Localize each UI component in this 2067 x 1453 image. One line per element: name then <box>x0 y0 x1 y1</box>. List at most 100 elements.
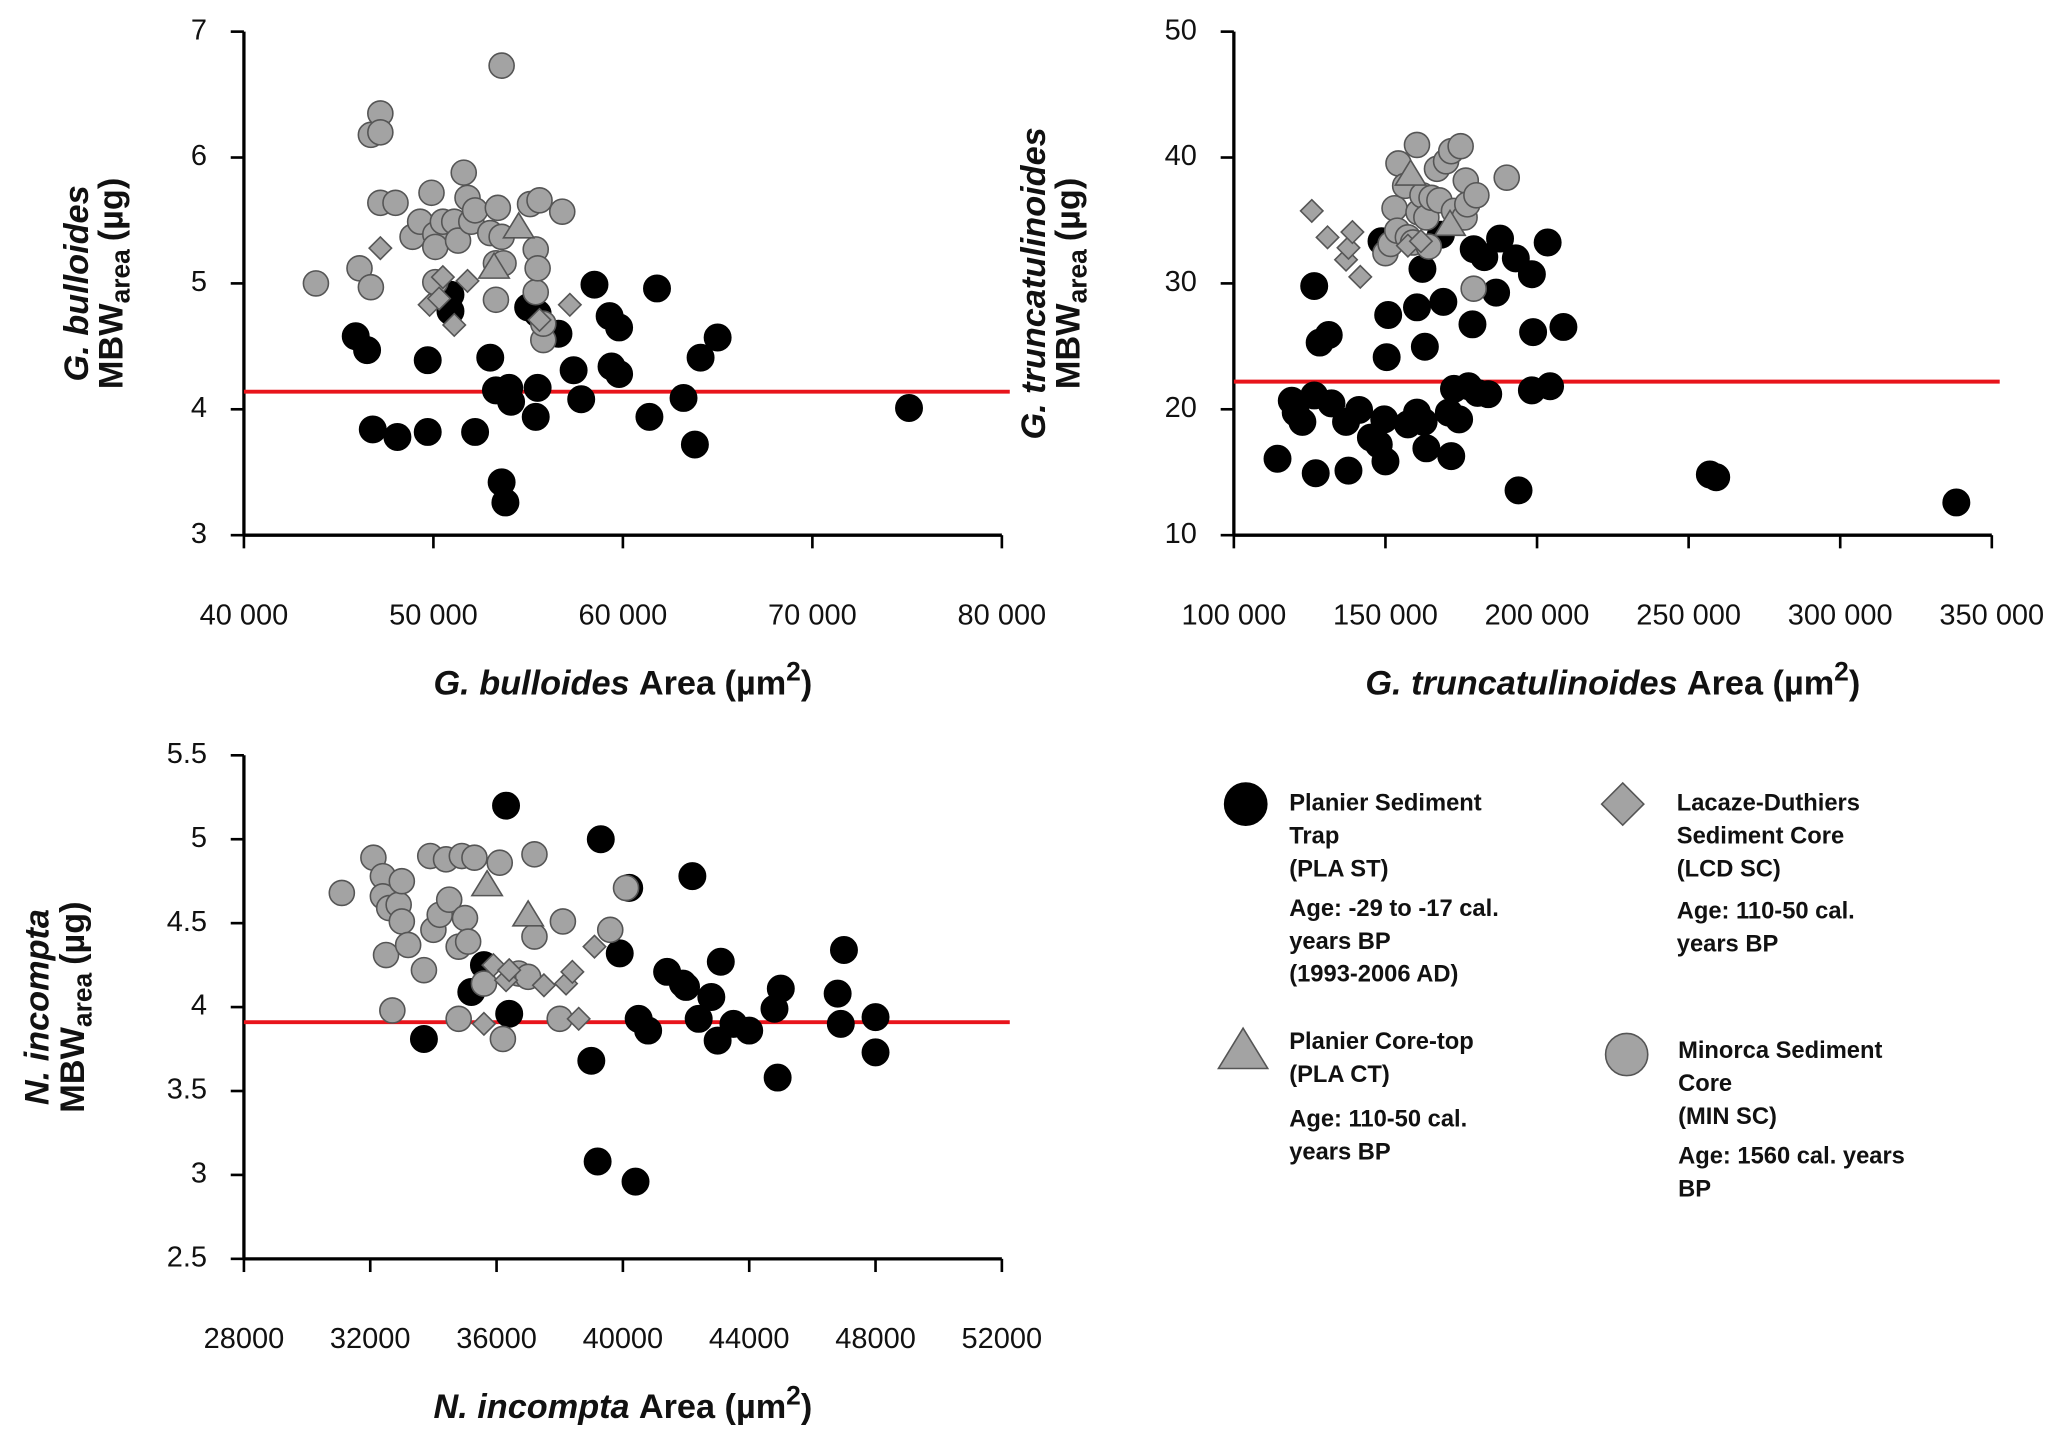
data-point <box>394 931 422 959</box>
chart-panel: 10 20 30 40 50 100 000 150 000 200 000 250 000 30… <box>1015 14 2044 702</box>
y-tick-label: 5 <box>191 822 207 854</box>
x-tick-label: 60 000 <box>579 600 668 632</box>
legend-label: Core <box>1678 1071 1732 1097</box>
data-point <box>548 198 576 225</box>
data-point <box>430 264 456 290</box>
data-point <box>470 869 504 897</box>
y-tick-label: 3.5 <box>167 1074 207 1106</box>
data-point <box>476 343 505 372</box>
data-point <box>367 119 394 146</box>
data-point <box>635 402 664 431</box>
data-point <box>1300 272 1329 301</box>
data-point <box>1371 447 1400 476</box>
x-tick-label: 52000 <box>962 1323 1043 1355</box>
data-point <box>557 292 583 318</box>
legend-label: Trap <box>1289 823 1339 849</box>
y-tick-label: 40 <box>1165 140 1197 172</box>
data-point <box>353 336 382 365</box>
x-title-end: ) <box>1849 664 1860 702</box>
data-point <box>669 383 698 412</box>
data-point <box>560 959 585 985</box>
y-axis-title: MBWarea (µg) <box>92 178 135 389</box>
data-point <box>522 278 550 306</box>
y-tick-label: 30 <box>1165 266 1197 298</box>
data-point <box>461 417 490 446</box>
data-point <box>388 908 416 935</box>
data-point <box>861 1003 890 1032</box>
data-point <box>605 939 634 968</box>
data-point <box>451 904 479 932</box>
data-point <box>1370 405 1399 434</box>
y-axis-title: MBWarea (µg) <box>54 901 97 1112</box>
y-title-sub: area <box>1063 249 1093 304</box>
x-tick-label: 80 000 <box>958 600 1047 632</box>
legend-label: (PLA ST) <box>1289 856 1388 882</box>
data-point <box>1517 260 1546 289</box>
data-point <box>491 488 520 517</box>
legend-age: BP <box>1678 1177 1711 1203</box>
y-tick-label: 50 <box>1165 14 1197 46</box>
data-point <box>895 394 923 423</box>
data-point <box>502 211 536 239</box>
data-point <box>470 970 498 997</box>
x-title-species: G. bulloides <box>434 664 630 702</box>
data-point <box>1381 194 1408 222</box>
y-title-main: MBW <box>1049 303 1087 389</box>
x-axis-title: N. incompta Area (µm2) <box>434 1380 813 1426</box>
data-point <box>1340 219 1365 245</box>
data-point <box>413 417 442 446</box>
legend-age: Age: 110-50 cal. <box>1677 898 1855 924</box>
data-point <box>328 879 356 907</box>
data-point <box>496 957 522 983</box>
data-point <box>1437 442 1466 471</box>
data-point <box>605 360 634 389</box>
y-tick-label: 4 <box>191 990 207 1022</box>
x-title-sup: 2 <box>786 1380 801 1410</box>
data-point <box>388 867 416 895</box>
data-point <box>596 916 624 944</box>
data-point <box>1315 225 1340 250</box>
data-point <box>358 415 387 444</box>
y-tick-label: 6 <box>191 140 207 172</box>
x-tick-label: 48000 <box>835 1323 916 1355</box>
legend-age: Age: 1560 cal. years <box>1678 1144 1905 1170</box>
data-point <box>486 849 514 877</box>
data-point <box>455 268 480 294</box>
legend-marker <box>1223 782 1268 826</box>
data-point <box>697 983 726 1011</box>
data-point <box>605 313 634 342</box>
data-point <box>497 387 526 416</box>
data-point <box>861 1038 890 1067</box>
data-point <box>586 825 615 854</box>
y-tick-label: 3 <box>191 1158 207 1190</box>
data-point <box>413 346 442 375</box>
x-title-main: Area (µm <box>639 664 786 702</box>
data-point <box>1410 332 1439 361</box>
x-tick-label: 28000 <box>204 1323 285 1355</box>
data-point <box>1504 476 1533 505</box>
x-tick-label: 40 000 <box>200 600 289 632</box>
data-point <box>435 886 463 913</box>
data-point <box>484 194 512 222</box>
x-tick-label: 44000 <box>709 1323 790 1355</box>
data-point <box>1317 389 1346 418</box>
y-tick-label: 5 <box>191 266 207 298</box>
legend-label: Planier Sediment <box>1289 790 1482 816</box>
data-point <box>612 874 640 902</box>
y-title-sub: area <box>106 249 136 304</box>
legend-age: (1993-2006 AD) <box>1289 962 1458 988</box>
data-point <box>582 934 607 959</box>
data-point <box>680 430 709 459</box>
y-axis-species: G. bulloides <box>58 185 96 381</box>
x-axis-title: G. bulloides Area (µm2) <box>434 657 813 703</box>
data-point <box>829 936 858 964</box>
data-point <box>382 189 409 217</box>
y-title-main: MBW <box>54 1026 92 1112</box>
data-point <box>441 312 467 338</box>
data-point <box>1429 287 1458 316</box>
data-point <box>527 307 552 333</box>
x-tick-label: 300 000 <box>1788 600 1893 632</box>
data-point <box>302 270 330 297</box>
data-point <box>1408 228 1434 254</box>
chart-panel: 3 4 5 6 7 40 000 50 000 60 000 70 000 80 000 G. bu… <box>58 14 1046 702</box>
